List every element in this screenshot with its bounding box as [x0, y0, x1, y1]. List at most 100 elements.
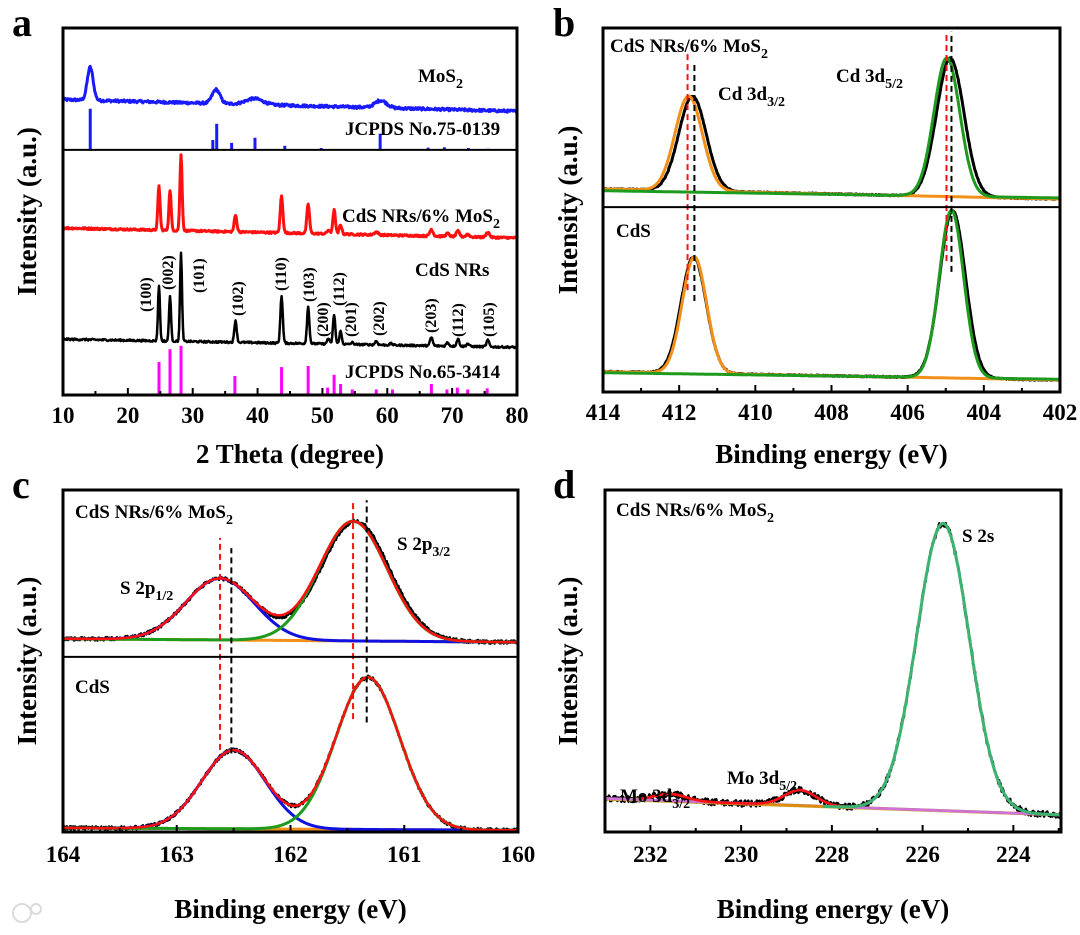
miller-index-label: (200)	[315, 302, 332, 337]
panel-letter: a	[12, 0, 32, 45]
series-3-line	[63, 251, 517, 350]
plot-frame	[61, 488, 520, 834]
annotation-label: CdS NRs	[415, 260, 489, 281]
x-tick-label: 164	[46, 842, 81, 867]
plot-frame	[603, 488, 1063, 834]
series-5-line	[603, 208, 1060, 381]
series-0-line	[603, 56, 1060, 201]
label-text: Mo 3d	[620, 786, 673, 807]
x-tick-label: 406	[890, 400, 925, 425]
subscript: 2	[226, 513, 233, 528]
x-tick-label: 228	[815, 842, 850, 867]
annotation-label: JCPDS No.65-3414	[345, 362, 501, 383]
x-tick-label: 408	[814, 400, 849, 425]
series-0-line	[63, 64, 517, 115]
series-2-line	[603, 56, 1060, 200]
series-7-line	[63, 748, 518, 832]
label-text: CdS NRs/6% MoS	[342, 206, 493, 227]
y-axis-title: Intensity (a.u.)	[12, 577, 42, 746]
label-text: CdS NRs/6% MoS	[610, 36, 761, 57]
series-2-line	[63, 153, 517, 241]
x-tick-label: 162	[273, 842, 308, 867]
subscript: 3/2	[767, 95, 785, 110]
label-text: JCPDS No.75-0139	[345, 119, 500, 140]
y-axis-title: Intensity (a.u.)	[553, 126, 583, 295]
x-tick-label: 161	[387, 842, 422, 867]
x-tick-label: 40	[246, 403, 269, 428]
miller-index-label: (002)	[160, 255, 177, 290]
plot-frame	[601, 26, 1062, 394]
label-text: CdS NRs/6% MoS	[75, 502, 226, 523]
miller-index-label: (203)	[423, 298, 440, 333]
x-tick-label: 70	[441, 403, 464, 428]
x-tick-label: 404	[967, 400, 1002, 425]
panel-letter: b	[553, 0, 575, 45]
miller-index-label: (105)	[481, 302, 498, 337]
label-text: S 2p	[397, 534, 432, 555]
subscript: 2	[493, 217, 500, 232]
annotation-label: CdS	[616, 221, 651, 242]
x-tick-label: 10	[52, 403, 75, 428]
x-axis-title: Binding energy (eV)	[717, 894, 950, 924]
series-6-line	[63, 674, 518, 832]
miller-index-label: (112)	[331, 272, 348, 306]
series-1-line	[603, 94, 1060, 201]
x-tick-label: 30	[181, 403, 204, 428]
label-text: Mo 3d	[727, 768, 780, 789]
subscript: 1/2	[155, 589, 173, 604]
annotation-label: CdS NRs/6% MoS2	[610, 36, 768, 62]
x-tick-label: 226	[905, 842, 940, 867]
x-tick-label: 160	[501, 842, 536, 867]
label-text: JCPDS No.65-3414	[345, 362, 501, 383]
annotation-label: MoS2	[418, 66, 463, 92]
annotation-label: Mo 3d5/2	[727, 768, 797, 794]
x-tick-label: 412	[662, 400, 697, 425]
x-tick-label: 20	[116, 403, 139, 428]
y-axis-title: Intensity (a.u.)	[12, 127, 42, 296]
panel-b: 414 412 410 408 406 404 402 Binding energy (eV)…	[553, 0, 1077, 469]
miller-index-label: (102)	[230, 281, 247, 316]
x-axis-title: Binding energy (eV)	[715, 439, 948, 469]
x-tick-label: 224	[996, 842, 1031, 867]
label-text: CdS	[75, 677, 110, 698]
panel-d: 232 230 228 226 224 Binding energy (eV) Intens…	[553, 462, 1063, 924]
annotation-label: CdS NRs/6% MoS2	[342, 206, 500, 232]
annotation-label: CdS NRs/6% MoS2	[75, 502, 233, 528]
watermark-logo	[12, 903, 42, 923]
label-text: CdS NRs/6% MoS	[616, 500, 767, 521]
series-4-line	[603, 255, 1060, 382]
label-text: S 2p	[120, 578, 155, 599]
series-0-line	[605, 521, 1061, 819]
panel-letter: c	[12, 462, 30, 507]
x-tick-label: 402	[1043, 400, 1078, 425]
miller-index-label: (101)	[191, 258, 208, 293]
subscript: 5/2	[885, 77, 903, 92]
subscript: 2	[767, 511, 774, 526]
subscript: 2	[761, 47, 768, 62]
subscript: 2	[456, 77, 463, 92]
x-tick-label: 60	[376, 403, 399, 428]
annotation-label: S 2p1/2	[120, 578, 173, 604]
annotation-label: Cd 3d5/2	[836, 66, 903, 92]
miller-index-label: (112)	[450, 303, 467, 337]
x-tick-label: 232	[633, 842, 668, 867]
subscript: 3/2	[672, 797, 690, 812]
x-tick-label: 163	[160, 842, 195, 867]
label-text: CdS	[616, 221, 651, 242]
series-6-line	[821, 521, 1061, 817]
x-axis-title: Binding energy (eV)	[174, 894, 407, 924]
panel-a: 10 20 30 40 50 60 70 80 2 Theta (degree) Intensit…	[12, 0, 529, 469]
miller-index-label: (100)	[138, 277, 155, 312]
label-text: Cd 3d	[836, 66, 886, 87]
subscript: 5/2	[779, 779, 797, 794]
label-text: CdS NRs	[415, 260, 489, 281]
x-axis-title: 2 Theta (degree)	[196, 439, 384, 469]
panel-letter: d	[553, 462, 575, 507]
x-tick-label: 230	[724, 842, 759, 867]
x-tick-label: 80	[506, 403, 529, 428]
label-text: MoS	[418, 66, 456, 87]
y-axis-title: Intensity (a.u.)	[553, 577, 583, 746]
miller-index-label: (103)	[301, 267, 318, 302]
annotation-label: JCPDS No.75-0139	[345, 119, 500, 140]
